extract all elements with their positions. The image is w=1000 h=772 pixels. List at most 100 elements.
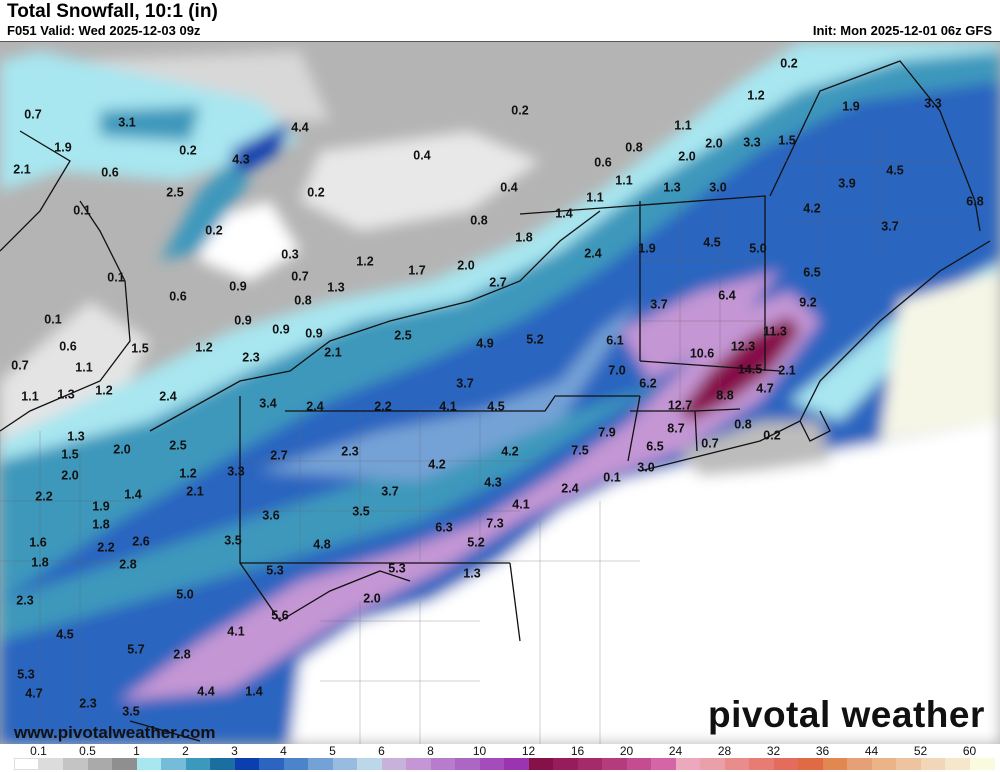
snowfall-value-label: 2.2: [374, 399, 391, 413]
snowfall-value-label: 1.1: [21, 389, 38, 403]
snowfall-value-label: 0.7: [24, 107, 41, 121]
snowfall-value-label: 0.1: [603, 470, 620, 484]
legend-swatch: [602, 758, 627, 770]
legend-swatch: [920, 758, 946, 770]
snowfall-value-label: 1.4: [555, 206, 572, 220]
legend-swatch: [332, 758, 358, 770]
legend-swatch: [504, 758, 529, 770]
snowfall-value-label: 3.7: [650, 297, 667, 311]
snowfall-value-label: 6.4: [718, 288, 735, 302]
snowfall-value-label: 3.5: [352, 504, 369, 518]
snowfall-value-label: 4.3: [232, 152, 249, 166]
snowfall-value-label: 11.3: [763, 324, 787, 338]
snowfall-value-label: 2.2: [35, 489, 52, 503]
snowfall-value-label: 2.0: [61, 468, 78, 482]
snowfall-value-label: 2.1: [186, 484, 203, 498]
snowfall-value-label: 14.5: [738, 362, 762, 376]
snowfall-value-label: 8.7: [667, 421, 684, 435]
legend-swatch: [259, 758, 284, 770]
snowfall-value-label: 6.5: [803, 265, 820, 279]
legend-swatch: [185, 758, 211, 770]
legend-swatch: [430, 758, 456, 770]
snowfall-value-label: 3.9: [838, 176, 855, 190]
snowfall-value-label: 1.1: [615, 173, 632, 187]
snowfall-value-label: 4.2: [803, 201, 820, 215]
legend-swatch: [136, 758, 162, 770]
legend-swatch: [112, 758, 137, 770]
snowfall-value-label: 2.0: [457, 258, 474, 272]
snowfall-map: 0.2 1.2 1.9 3.3 0.7 3.1 4.4 0.2 1.1 2.0 3.3 1.5 0.8 1…: [0, 41, 1000, 745]
legend-swatch: [528, 758, 554, 770]
snowfall-value-label: 1.3: [67, 429, 84, 443]
snowfall-value-label: 0.2: [511, 103, 528, 117]
snowfall-value-label: 0.7: [701, 436, 718, 450]
snowfall-value-label: 1.5: [61, 447, 78, 461]
snowfall-value-label: 0.6: [169, 289, 186, 303]
pivotal-weather-logo: pivotal weather: [708, 694, 985, 735]
snowfall-value-label: 3.3: [227, 464, 244, 478]
legend-swatch: [479, 758, 505, 770]
snowfall-value-label: 5.3: [388, 561, 405, 575]
snowfall-value-label: 4.1: [512, 497, 529, 511]
snowfall-value-label: 0.1: [44, 312, 61, 326]
snowfall-value-label: 4.8: [313, 537, 330, 551]
snowfall-value-label: 5.2: [467, 535, 484, 549]
snowfall-value-label: 3.7: [381, 484, 398, 498]
snowfall-value-label: 2.7: [270, 448, 287, 462]
snowfall-value-label: 4.5: [703, 235, 720, 249]
snowfall-value-label: 7.0: [608, 363, 625, 377]
snowfall-value-label: 1.3: [663, 180, 680, 194]
snowfall-value-label: 5.7: [127, 642, 144, 656]
legend-tick-label: 2: [182, 744, 189, 758]
snowfall-value-label: 1.2: [179, 466, 196, 480]
legend-tick-label: 6: [378, 744, 385, 758]
snowfall-value-label: 2.4: [561, 481, 578, 495]
snowfall-value-label: 1.4: [124, 487, 141, 501]
legend-swatch: [798, 758, 823, 770]
snowfall-value-label: 4.3: [484, 475, 501, 489]
snowfall-value-label: 0.8: [294, 293, 311, 307]
snowfall-value-label: 1.9: [842, 99, 859, 113]
legend-tick-label: 8: [427, 744, 434, 758]
snowfall-value-label: 4.5: [487, 399, 504, 413]
snowfall-value-label: 2.3: [242, 350, 259, 364]
snowfall-value-label: 3.4: [259, 396, 276, 410]
state-borders: [0, 60, 991, 742]
snowfall-value-label: 0.7: [11, 358, 28, 372]
snowfall-value-label: 2.4: [159, 389, 176, 403]
snowfall-value-label: 4.1: [227, 624, 244, 638]
snowfall-value-label: 4.5: [56, 627, 73, 641]
snowfall-value-label: 4.4: [197, 684, 214, 698]
snowfall-value-label: 1.4: [245, 684, 262, 698]
snowfall-value-label: 0.9: [305, 326, 322, 340]
header: Total Snowfall, 10:1 (in) F051 Valid: We…: [0, 0, 1000, 42]
snowfall-value-label: 2.5: [169, 438, 186, 452]
snowfall-value-label: 2.4: [584, 246, 601, 260]
legend-swatch: [210, 758, 235, 770]
legend-swatch: [945, 758, 970, 770]
map-title: Total Snowfall, 10:1 (in): [7, 1, 218, 22]
legend-tick-label: 1: [133, 744, 140, 758]
snowfall-value-label: 2.0: [113, 442, 130, 456]
snowfall-value-label: 1.9: [92, 499, 109, 513]
snowfall-value-label: 1.3: [463, 566, 480, 580]
snowfall-value-label: 2.4: [306, 399, 323, 413]
snowfall-value-label: 0.9: [229, 279, 246, 293]
legend-tick-label: 3: [231, 744, 238, 758]
legend-swatch: [773, 758, 799, 770]
snowfall-value-label: 1.8: [515, 230, 532, 244]
legend-swatch: [38, 758, 64, 770]
snowfall-value-label: 1.5: [778, 133, 795, 147]
snowfall-value-label: 7.5: [571, 443, 588, 457]
legend-swatch: [675, 758, 701, 770]
snowfall-value-label: 7.9: [598, 425, 615, 439]
legend-swatch: [651, 758, 676, 770]
legend-swatch: [357, 758, 382, 770]
snowfall-value-label: 5.3: [266, 563, 283, 577]
legend-swatch: [896, 758, 921, 770]
snowfall-value-label: 0.4: [413, 148, 430, 162]
snowfall-value-label: 4.7: [25, 686, 42, 700]
legend-swatch: [308, 758, 333, 770]
snowfall-value-label: 0.6: [594, 155, 611, 169]
snowfall-value-label: 0.8: [470, 213, 487, 227]
